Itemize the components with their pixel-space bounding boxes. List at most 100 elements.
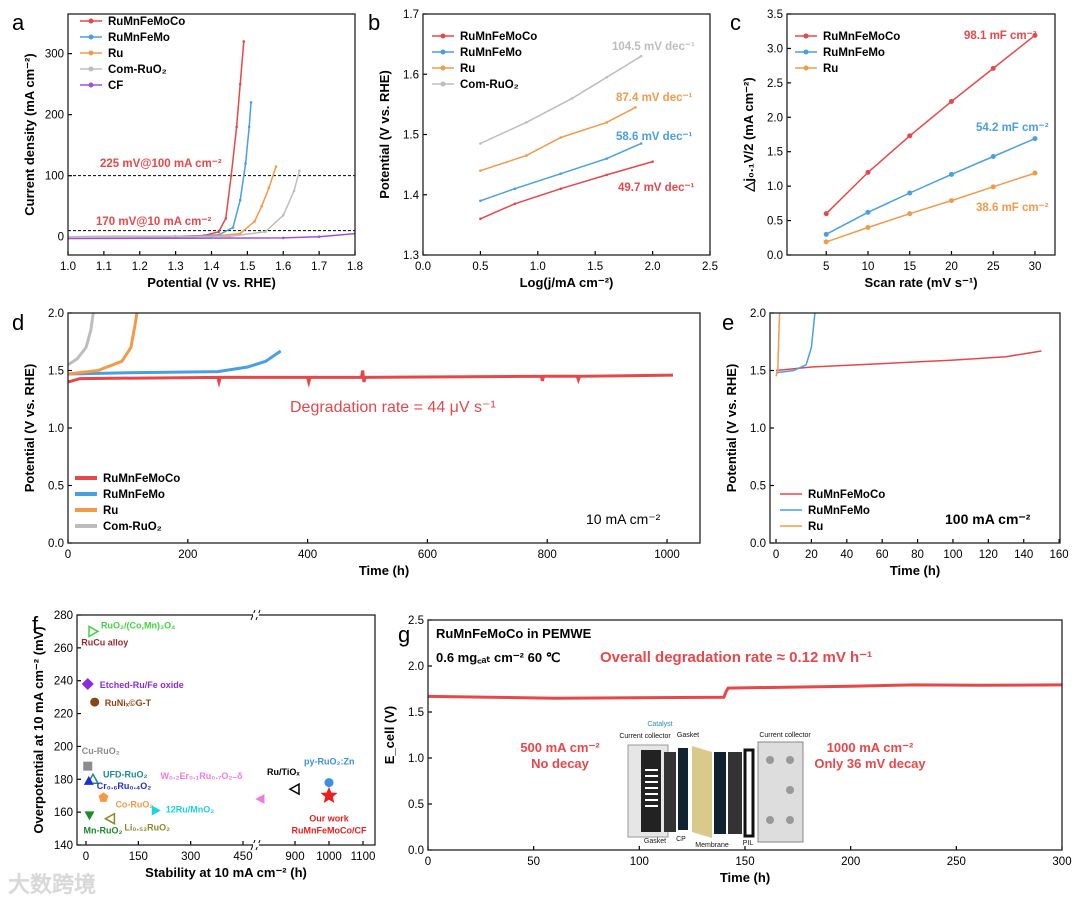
series-line-RuMnFeMo	[825, 137, 1036, 235]
panel-f: f 0 150 300 450 900 1000 1100 140 160 180 200 220 240…	[31, 609, 376, 880]
x-tick-label: 1000	[316, 851, 342, 863]
inset-label: Gasket	[677, 732, 699, 739]
legend-label: Ru	[108, 48, 123, 60]
legend-label: Com-RuO₂	[103, 521, 162, 533]
scatter-marker	[320, 786, 338, 803]
annotation: 38.6 mF cm⁻²	[976, 202, 1049, 214]
data-point	[605, 173, 608, 177]
panel-e: e 0 20 40 60 80 100 120 140 160 0.0 0.5 1.0 1.5 2.0 Tim…	[722, 308, 1069, 578]
legend-label: Ru	[460, 63, 475, 75]
legend-marker	[803, 33, 809, 39]
scatter-label-line: RuNiₓ©G-T	[105, 698, 152, 708]
scatter-label-line: RuCu alloy	[81, 637, 128, 647]
series-line-Com-RuO₂	[68, 313, 95, 367]
panel-a: a 1.0 1.1 1.2 1.3 1.4 1.5 1.6 1.7 1.8 0 100 200 300 Po…	[12, 10, 363, 290]
panel-letter: d	[12, 310, 24, 335]
data-point	[639, 142, 643, 145]
y-tick-label: 3.5	[767, 9, 783, 21]
y-axis-label: Current density (mA cm⁻²)	[22, 53, 37, 215]
legend-marker	[88, 18, 94, 24]
x-tick-label: 80	[911, 549, 924, 561]
y-tick-label: 1.0	[750, 423, 766, 435]
scatter-label: Co-RuO₂	[115, 799, 153, 809]
annotation: Overall degradation rate ≈ 0.12 mV h⁻¹	[600, 649, 872, 666]
y-tick-label: 2.5	[767, 78, 783, 90]
x-tick-label: 1.4	[204, 261, 221, 273]
scatter-label-line: UFD-RuO₂	[103, 769, 148, 779]
x-tick-label: 0	[425, 856, 431, 868]
panel-b: b 0.0 0.5 1.0 1.5 2.0 2.5 1.3 1.4 1.5 1.6 1.7 Log(j/…	[368, 9, 718, 290]
legend-label: RuMnFeMo	[808, 505, 870, 517]
data-point	[605, 75, 608, 79]
x-tick-label: 1.3	[168, 261, 184, 273]
data-point	[281, 214, 285, 217]
data-point	[238, 82, 242, 86]
data-point	[990, 184, 996, 190]
y-axis-label: Potential (V vs. RHE)	[22, 364, 37, 493]
legend-marker	[88, 66, 94, 72]
data-point	[260, 204, 264, 208]
x-tick-label: 100	[630, 856, 649, 868]
data-point	[990, 154, 996, 160]
scatter-label: py-RuO₂:Zn	[304, 757, 355, 767]
series-line-Ru	[775, 313, 781, 377]
x-tick-label: 1000	[654, 549, 680, 561]
pemwe-cell-schematic: Current collector Catalyst Gasket Current c…	[619, 721, 811, 849]
x-tick-label: 300	[181, 851, 200, 863]
legend-label: Com-RuO₂	[460, 79, 519, 91]
scatter-label: W₀.₂Er₀.₁Ru₀.₇O₂₋δ	[160, 771, 243, 781]
axis-break-gap	[253, 613, 259, 617]
data-point	[559, 172, 563, 175]
x-tick-label: 0.0	[415, 261, 431, 273]
series-line-Ru	[825, 172, 1036, 243]
y-tick-label: 1.6	[403, 69, 419, 81]
y-tick-label: 2.0	[750, 308, 766, 320]
data-point	[1032, 136, 1038, 142]
scatter-label: Mn-RuO₂	[83, 825, 122, 835]
series-line-Ru	[68, 313, 139, 376]
catalyst-layer	[678, 748, 688, 830]
plot-frame	[67, 312, 701, 544]
annotation: Only 36 mV decay	[814, 756, 926, 771]
bolt	[786, 786, 794, 794]
legend-marker	[88, 50, 94, 56]
x-tick-label: 800	[538, 549, 557, 561]
scatter-label-line: RuMnFeMoCo/CF	[292, 826, 367, 836]
data-point	[907, 211, 913, 217]
scatter-marker	[88, 625, 100, 638]
inset-label: Current collector	[619, 733, 671, 740]
y-tick-label: 200	[45, 110, 64, 122]
series-line-RuMnFeMoCo	[428, 683, 1062, 700]
data-point	[525, 121, 528, 124]
scatter-label-line: Cu-RuO₂	[82, 746, 120, 756]
x-tick-label: 0	[65, 549, 71, 561]
data-point	[865, 209, 871, 215]
data-point	[513, 187, 517, 191]
y-tick-label: 260	[54, 643, 73, 655]
data-point	[274, 165, 278, 168]
x-tick-label: 400	[298, 549, 317, 561]
annotation: 170 mV@10 mA cm⁻²	[96, 216, 211, 228]
y-axis-label: △j₀.₁V/2 (mA cm⁻²)	[741, 77, 756, 192]
x-tick-label: 10	[862, 261, 875, 273]
y-tick-label: 0.0	[408, 845, 424, 857]
x-axis-label: Potential (V vs. RHE)	[147, 275, 276, 290]
data-point	[948, 198, 954, 204]
plot-frame	[76, 614, 376, 846]
x-tick-label: 40	[840, 549, 853, 561]
y-axis-label: Overpotential at 10 mA cm⁻² (mV)	[31, 626, 46, 833]
legend-label: RuMnFeMo	[823, 47, 885, 59]
x-tick-label: 140	[1014, 549, 1033, 561]
data-point	[264, 230, 267, 234]
legend-label: Ru	[103, 505, 118, 517]
data-point	[907, 190, 913, 196]
data-point	[823, 211, 829, 217]
y-tick-label: 1.0	[48, 423, 64, 435]
inset-label: Membrane	[695, 842, 729, 849]
y-tick-label: 0.0	[767, 250, 783, 262]
scatter-label: RuNiₓ©G-T	[105, 698, 152, 708]
gasket-right	[743, 748, 755, 838]
x-tick-label: 1.5	[239, 261, 255, 273]
data-point	[238, 198, 242, 202]
